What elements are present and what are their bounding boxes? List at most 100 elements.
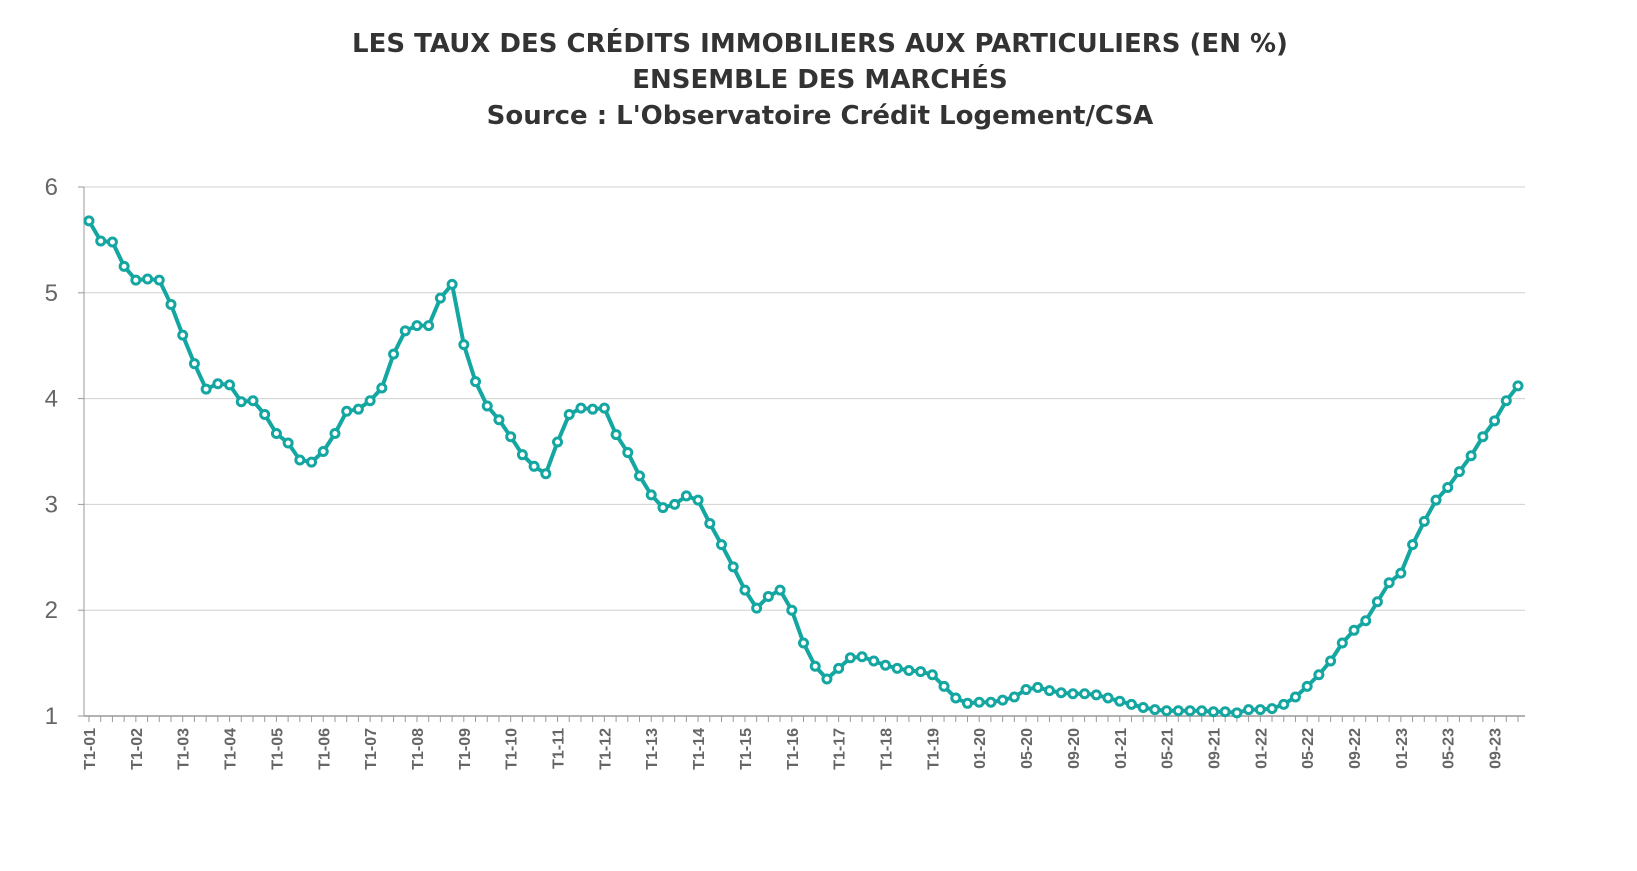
x-tick-label: T1-07 bbox=[363, 728, 380, 770]
x-tick-label: T1-09 bbox=[457, 728, 474, 770]
x-tick-label: T1-10 bbox=[504, 728, 521, 770]
point bbox=[1442, 481, 1454, 493]
point bbox=[727, 561, 739, 573]
point bbox=[516, 449, 528, 461]
x-tick-label: T1-17 bbox=[832, 728, 849, 770]
point bbox=[716, 539, 728, 551]
point bbox=[493, 414, 505, 426]
point bbox=[868, 655, 880, 667]
point bbox=[388, 348, 400, 360]
y-tick-label: 4 bbox=[45, 386, 58, 413]
point bbox=[1430, 494, 1442, 506]
point bbox=[1512, 380, 1524, 392]
x-tick-label: 01-22 bbox=[1253, 728, 1270, 769]
x-tick-label: 05-22 bbox=[1300, 728, 1317, 769]
point bbox=[1032, 681, 1044, 693]
x-tick-label: T1-05 bbox=[269, 728, 286, 770]
point bbox=[739, 584, 751, 596]
y-tick-label: 3 bbox=[45, 491, 58, 518]
point bbox=[1395, 567, 1407, 579]
point bbox=[1043, 685, 1055, 697]
x-tick-label: 09-23 bbox=[1488, 728, 1505, 769]
point bbox=[1172, 705, 1184, 717]
point bbox=[669, 498, 681, 510]
point bbox=[575, 402, 587, 414]
y-tick-label: 1 bbox=[45, 703, 58, 730]
point bbox=[1477, 431, 1489, 443]
x-tick-label: 09-21 bbox=[1206, 728, 1223, 769]
x-tick-label: T1-18 bbox=[878, 728, 895, 770]
y-tick-label: 2 bbox=[45, 597, 58, 624]
point bbox=[786, 604, 798, 616]
point bbox=[106, 236, 118, 248]
point bbox=[657, 502, 669, 514]
x-tick-label: T1-02 bbox=[129, 728, 146, 770]
point bbox=[891, 662, 903, 674]
point bbox=[692, 494, 704, 506]
point bbox=[458, 339, 470, 351]
x-tick-label: T1-04 bbox=[223, 728, 240, 770]
point bbox=[1243, 704, 1255, 716]
point bbox=[1383, 577, 1395, 589]
x-tick-label: 05-20 bbox=[1019, 728, 1036, 769]
chart-title: LES TAUX DES CRÉDITS IMMOBILIERS AUX PAR… bbox=[352, 27, 1288, 59]
point bbox=[411, 320, 423, 332]
point bbox=[552, 436, 564, 448]
point bbox=[306, 456, 318, 468]
point bbox=[809, 660, 821, 672]
point bbox=[1149, 704, 1161, 716]
point bbox=[376, 382, 388, 394]
point bbox=[856, 651, 868, 663]
point bbox=[1325, 655, 1337, 667]
y-tick-label: 6 bbox=[45, 174, 58, 201]
x-tick-label: T1-14 bbox=[691, 728, 708, 770]
x-tick-label: T1-11 bbox=[551, 728, 568, 769]
point bbox=[1020, 684, 1032, 696]
point bbox=[423, 320, 435, 332]
y-tick-label: 5 bbox=[45, 280, 58, 307]
point bbox=[1161, 705, 1173, 717]
point bbox=[762, 590, 774, 602]
point bbox=[1266, 703, 1278, 715]
point bbox=[341, 405, 353, 417]
point bbox=[1207, 706, 1219, 718]
point bbox=[1008, 691, 1020, 703]
point bbox=[1465, 450, 1477, 462]
point bbox=[1407, 539, 1419, 551]
point bbox=[528, 460, 540, 472]
point bbox=[470, 376, 482, 388]
point bbox=[95, 235, 107, 247]
point bbox=[1231, 707, 1243, 719]
x-tick-label: T1-16 bbox=[785, 728, 802, 770]
x-tick-label: 05-23 bbox=[1441, 728, 1458, 769]
point bbox=[634, 470, 646, 482]
point bbox=[903, 665, 915, 677]
x-tick-label: T1-08 bbox=[410, 728, 427, 770]
point bbox=[200, 383, 212, 395]
point bbox=[142, 273, 154, 285]
point bbox=[610, 429, 622, 441]
point bbox=[1489, 415, 1501, 427]
point bbox=[364, 395, 376, 407]
point bbox=[950, 692, 962, 704]
point bbox=[540, 468, 552, 480]
x-tick-label: 05-21 bbox=[1160, 728, 1177, 769]
x-tick-label: T1-06 bbox=[316, 728, 333, 770]
point bbox=[1360, 615, 1372, 627]
x-tick-label: T1-03 bbox=[176, 728, 193, 770]
point bbox=[1067, 688, 1079, 700]
point bbox=[434, 292, 446, 304]
point bbox=[1090, 689, 1102, 701]
point bbox=[352, 403, 364, 415]
point bbox=[997, 694, 1009, 706]
point bbox=[1371, 596, 1383, 608]
x-tick-label: 09-20 bbox=[1066, 728, 1083, 769]
point bbox=[83, 215, 95, 227]
point bbox=[751, 602, 763, 614]
x-tick-label: T1-13 bbox=[644, 728, 661, 770]
point bbox=[505, 431, 517, 443]
point bbox=[1336, 637, 1348, 649]
point bbox=[270, 428, 282, 440]
point bbox=[1289, 691, 1301, 703]
